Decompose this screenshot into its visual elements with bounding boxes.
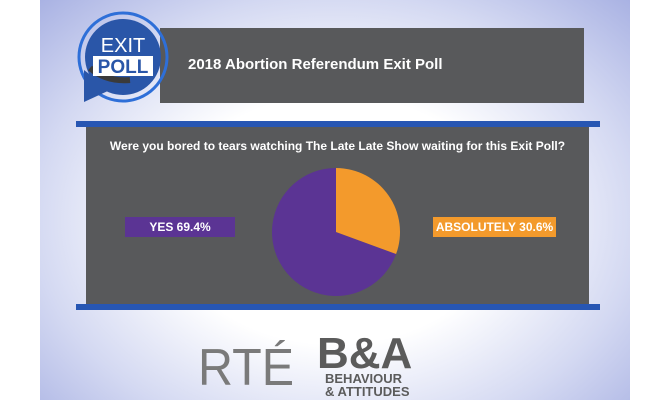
logo-line2: POLL xyxy=(98,57,149,78)
title-bar: 2018 Abortion Referendum Exit Poll xyxy=(160,28,584,103)
behaviour-attitudes-logo: B&A BEHAVIOUR & ATTITUDES xyxy=(317,329,412,398)
ba-line2: & ATTITUDES xyxy=(325,384,410,398)
chart-panel: Were you bored to tears watching The Lat… xyxy=(86,127,589,304)
pie-chart xyxy=(272,168,400,296)
legend-label-absolutely: ABSOLUTELY 30.6% xyxy=(433,217,556,237)
pie-slice-yes xyxy=(272,168,397,296)
rte-logo: RTÉ xyxy=(198,339,294,395)
ba-mark: B&A xyxy=(317,329,412,378)
exit-poll-logo: EXIT POLL xyxy=(77,11,169,103)
chart-question: Were you bored to tears watching The Lat… xyxy=(109,139,566,153)
legend-label-yes: YES 69.4% xyxy=(125,217,235,237)
top-rule xyxy=(76,121,600,127)
page-title: 2018 Abortion Referendum Exit Poll xyxy=(188,56,443,73)
rte-logo-text: RTÉ xyxy=(198,339,294,395)
bottom-rule xyxy=(76,304,600,310)
pie-slice-absolutely xyxy=(336,168,400,255)
ba-line1: BEHAVIOUR xyxy=(325,371,403,386)
logo-line1: EXIT xyxy=(101,35,145,57)
